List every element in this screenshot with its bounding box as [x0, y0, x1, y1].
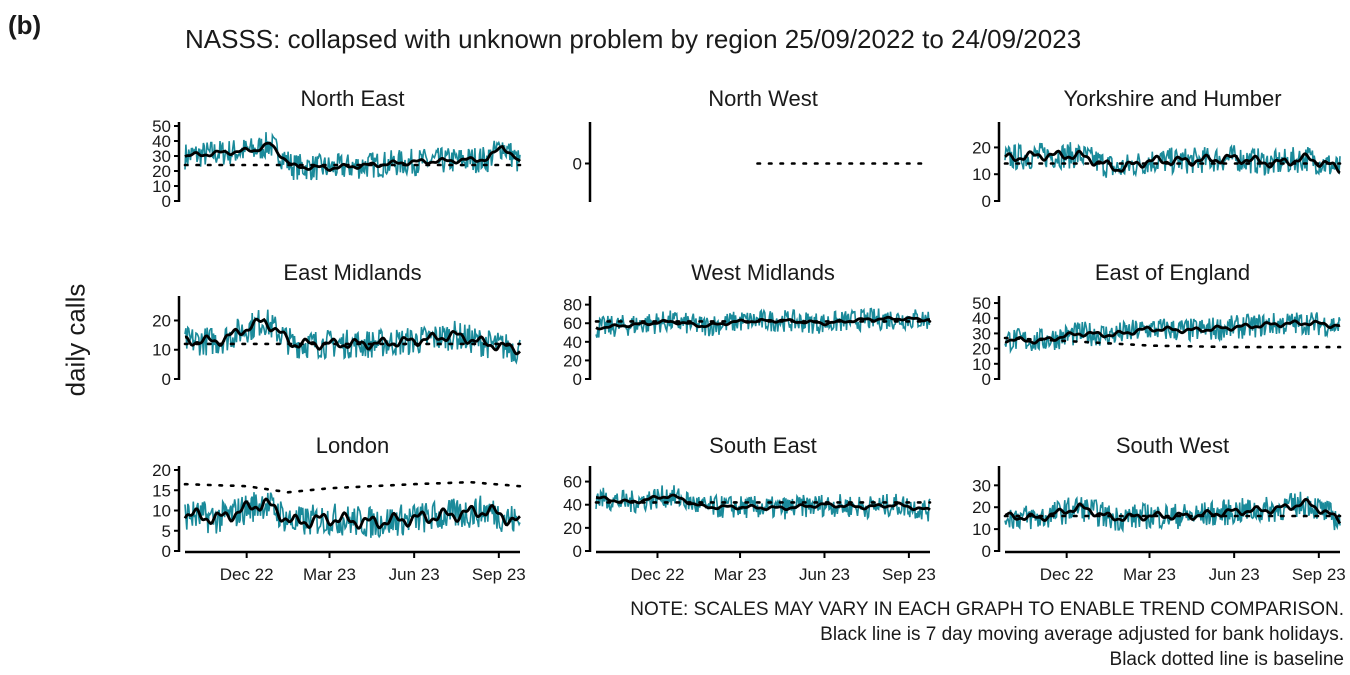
y-tick-label: 20 — [563, 519, 582, 538]
y-tick-label: 60 — [563, 473, 582, 492]
y-tick-label: 30 — [972, 324, 991, 343]
y-tick-label: 50 — [972, 294, 991, 313]
daily-calls-line — [1004, 312, 1341, 355]
moving-average-line — [183, 497, 521, 530]
baseline-line — [183, 480, 522, 494]
x-tick-label: Jun 23 — [799, 565, 850, 584]
x-tick-label: Dec 22 — [631, 565, 685, 584]
moving-average-line — [595, 493, 931, 512]
y-tick-label: 5 — [162, 522, 171, 541]
y-tick-label: 20 — [563, 351, 582, 370]
moving-average-line — [184, 317, 521, 356]
x-tick-label: Jun 23 — [1209, 565, 1260, 584]
panel-label: (b) — [8, 10, 42, 40]
panel-title: West Midlands — [691, 260, 835, 285]
x-tick-label: Jun 23 — [389, 565, 440, 584]
x-tick-label: Sep 23 — [1292, 565, 1346, 584]
panel-title: London — [316, 433, 389, 458]
y-tick-label: 10 — [152, 341, 171, 360]
panel-yorkshire-and-humber: Yorkshire and Humber 0 10 20 — [972, 86, 1342, 211]
x-tick-label: Dec 22 — [220, 565, 274, 584]
y-tick-label: 0 — [162, 370, 171, 389]
y-tick-label: 0 — [573, 155, 582, 174]
x-tick-label: Mar 23 — [303, 565, 356, 584]
panel-north-west: North West 0 — [573, 86, 932, 202]
daily-calls-line — [184, 309, 521, 365]
y-tick-label: 0 — [982, 542, 991, 561]
panel-title: South East — [709, 433, 817, 458]
panel-title: East of England — [1095, 260, 1250, 285]
panel-title: East Midlands — [283, 260, 421, 285]
y-tick-label: 0 — [573, 542, 582, 561]
y-tick-label: 10 — [152, 177, 171, 196]
y-tick-label: 10 — [972, 165, 991, 184]
daily-calls-line — [595, 485, 931, 522]
panel-east-midlands: East Midlands 0 10 20 — [152, 260, 522, 389]
moving-average-line — [1004, 149, 1341, 175]
moving-average-line — [184, 141, 521, 172]
daily-calls-line — [595, 307, 931, 338]
x-tick-label: Sep 23 — [882, 565, 936, 584]
y-tick-label: 0 — [982, 192, 991, 211]
y-tick-label: 0 — [982, 370, 991, 389]
panel-title: North East — [301, 86, 405, 111]
note-baseline: Black dotted line is baseline — [1109, 649, 1344, 670]
y-tick-label: 20 — [972, 498, 991, 517]
y-tick-label: 0 — [162, 542, 171, 561]
chart-title: NASSS: collapsed with unknown problem by… — [185, 24, 1082, 54]
y-tick-label: 40 — [152, 132, 171, 151]
panel-title: Yorkshire and Humber — [1063, 86, 1281, 111]
y-tick-label: 10 — [972, 355, 991, 374]
y-tick-label: 60 — [563, 314, 582, 333]
panel-title: North West — [708, 86, 818, 111]
panel-title: South West — [1116, 433, 1229, 458]
panel-south-west: South West 0 10 20 30 Dec 22 Mar 23 Jun 23 Sep 2… — [972, 433, 1346, 584]
moving-average-line — [1004, 497, 1342, 525]
panel-south-east: South East 0 20 40 60 Dec 22 Mar 23 Jun 23 Sep 2… — [563, 433, 936, 584]
y-tick-label: 50 — [152, 117, 171, 136]
y-tick-label: 40 — [563, 333, 582, 352]
y-tick-label: 20 — [152, 162, 171, 181]
y-tick-label: 20 — [972, 138, 991, 157]
y-tick-label: 30 — [152, 147, 171, 166]
y-tick-label: 20 — [972, 340, 991, 359]
moving-average-line — [1004, 319, 1341, 345]
y-tick-label: 0 — [573, 370, 582, 389]
x-tick-label: Dec 22 — [1040, 565, 1094, 584]
y-tick-label: 10 — [972, 520, 991, 539]
x-tick-label: Mar 23 — [714, 565, 767, 584]
y-tick-label: 10 — [152, 502, 171, 521]
y-tick-label: 40 — [972, 309, 991, 328]
y-tick-label: 20 — [152, 311, 171, 330]
daily-calls-line — [184, 132, 521, 181]
y-tick-label: 80 — [563, 296, 582, 315]
note-average: Black line is 7 day moving average adjus… — [820, 624, 1344, 645]
daily-calls-line — [1004, 142, 1341, 178]
x-tick-label: Sep 23 — [472, 565, 526, 584]
y-tick-label: 15 — [152, 481, 171, 500]
y-tick-label: 40 — [563, 496, 582, 515]
chart-notes: NOTE: SCALES MAY VARY IN EACH GRAPH TO E… — [630, 597, 1344, 672]
note-scales: NOTE: SCALES MAY VARY IN EACH GRAPH TO E… — [630, 599, 1344, 620]
y-tick-label: 30 — [972, 476, 991, 495]
y-tick-label: 0 — [162, 192, 171, 211]
baseline-line — [1003, 336, 1342, 349]
x-tick-label: Mar 23 — [1123, 565, 1176, 584]
y-tick-label: 20 — [152, 461, 171, 480]
